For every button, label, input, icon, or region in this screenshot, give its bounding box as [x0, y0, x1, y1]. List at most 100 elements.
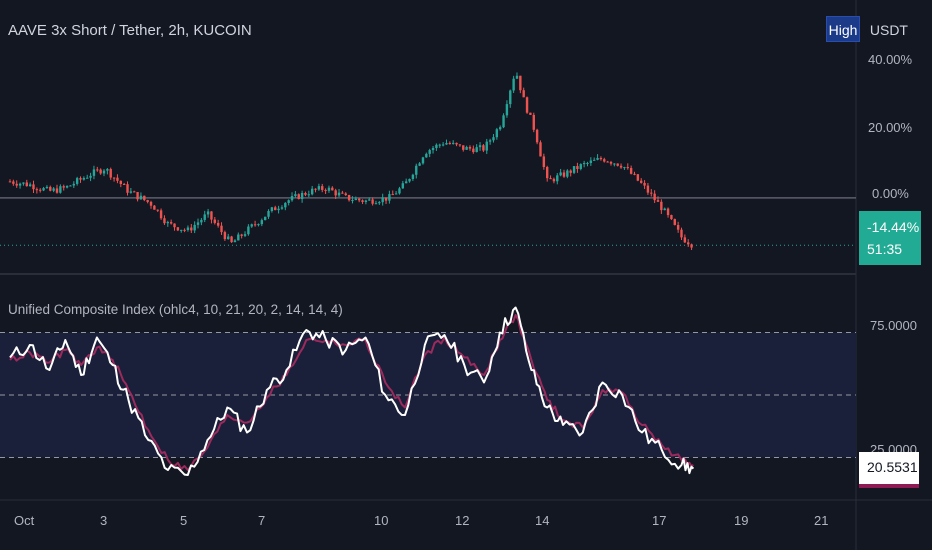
candle-body[interactable]: [8, 181, 12, 183]
candle-body[interactable]: [660, 201, 663, 211]
candle-body[interactable]: [613, 163, 616, 165]
candle-body[interactable]: [687, 242, 690, 245]
candle-body[interactable]: [451, 142, 455, 144]
candle-body[interactable]: [680, 229, 683, 238]
candle-body[interactable]: [284, 202, 287, 208]
candle-body[interactable]: [210, 211, 213, 220]
candle-body[interactable]: [287, 200, 290, 203]
candle-body[interactable]: [186, 227, 190, 231]
candle-body[interactable]: [529, 112, 532, 115]
candle-body[interactable]: [525, 97, 529, 113]
candle-body[interactable]: [673, 219, 676, 225]
candle-body[interactable]: [650, 192, 653, 194]
candle-body[interactable]: [357, 198, 361, 201]
candle-body[interactable]: [599, 158, 603, 160]
candle-body[interactable]: [109, 169, 112, 178]
candle-body[interactable]: [603, 159, 606, 162]
candle-body[interactable]: [408, 178, 411, 182]
candle-body[interactable]: [55, 188, 59, 193]
candle-body[interactable]: [344, 193, 347, 196]
candle-body[interactable]: [398, 188, 401, 194]
candle-body[interactable]: [310, 188, 314, 195]
candle-body[interactable]: [646, 185, 650, 193]
candle-body[interactable]: [683, 237, 687, 243]
candle-body[interactable]: [227, 236, 230, 240]
candle-body[interactable]: [428, 150, 431, 154]
candle-body[interactable]: [277, 208, 280, 211]
candle-body[interactable]: [559, 172, 562, 176]
candle-body[interactable]: [32, 184, 35, 190]
indicator-series[interactable]: [9, 306, 695, 476]
candle-body[interactable]: [485, 141, 488, 151]
candle-body[interactable]: [690, 244, 693, 248]
candle-body[interactable]: [304, 192, 307, 195]
candle-body[interactable]: [12, 181, 15, 184]
candle-body[interactable]: [676, 224, 680, 230]
candle-body[interactable]: [243, 234, 247, 236]
candle-body[interactable]: [666, 208, 670, 216]
candle-body[interactable]: [149, 201, 153, 206]
candle-body[interactable]: [593, 159, 596, 161]
candle-body[interactable]: [216, 222, 220, 226]
candle-body[interactable]: [126, 184, 129, 193]
candle-body[interactable]: [173, 223, 176, 228]
candle-body[interactable]: [136, 192, 139, 200]
candle-body[interactable]: [361, 200, 364, 202]
candle-body[interactable]: [35, 189, 39, 191]
candle-body[interactable]: [69, 185, 72, 187]
candle-body[interactable]: [629, 168, 633, 174]
candle-body[interactable]: [458, 144, 462, 146]
candle-body[interactable]: [28, 184, 32, 187]
candle-body[interactable]: [475, 147, 478, 153]
candle-body[interactable]: [415, 165, 418, 175]
candle-body[interactable]: [465, 146, 468, 150]
candle-body[interactable]: [230, 236, 233, 243]
candle-body[interactable]: [193, 224, 196, 231]
candle-body[interactable]: [294, 194, 297, 197]
candle-body[interactable]: [200, 219, 203, 223]
candle-body[interactable]: [364, 200, 368, 202]
candle-body[interactable]: [670, 215, 673, 220]
candle-body[interactable]: [384, 197, 388, 201]
candle-body[interactable]: [257, 224, 260, 226]
currency-label[interactable]: USDT: [869, 22, 908, 38]
candle-body[interactable]: [96, 169, 99, 171]
candle-body[interactable]: [351, 200, 354, 202]
candle-body[interactable]: [388, 194, 391, 201]
candle-body[interactable]: [270, 207, 274, 211]
candle-body[interactable]: [549, 178, 552, 180]
candle-body[interactable]: [133, 191, 136, 193]
candle-body[interactable]: [546, 167, 549, 179]
candle-body[interactable]: [535, 129, 539, 143]
candle-body[interactable]: [572, 166, 576, 173]
candle-body[interactable]: [488, 140, 492, 142]
candle-body[interactable]: [331, 187, 334, 191]
high-price-button[interactable]: High: [826, 16, 860, 42]
candle-body[interactable]: [139, 195, 143, 200]
candle-body[interactable]: [653, 193, 656, 201]
candle-body[interactable]: [552, 178, 556, 182]
candle-body[interactable]: [556, 175, 559, 182]
candle-body[interactable]: [25, 182, 28, 187]
candle-body[interactable]: [512, 78, 515, 91]
candle-body[interactable]: [52, 188, 55, 191]
candle-body[interactable]: [163, 218, 166, 224]
candle-body[interactable]: [102, 170, 106, 174]
candle-body[interactable]: [122, 184, 126, 186]
candle-body[interactable]: [619, 165, 623, 168]
candle-body[interactable]: [640, 180, 643, 183]
candle-body[interactable]: [42, 188, 45, 191]
candle-body[interactable]: [59, 186, 62, 193]
candle-body[interactable]: [495, 129, 499, 138]
candle-body[interactable]: [562, 172, 566, 177]
price-series[interactable]: [8, 72, 693, 251]
candle-body[interactable]: [324, 189, 327, 191]
candle-body[interactable]: [482, 145, 485, 151]
candle-body[interactable]: [75, 178, 79, 184]
candle-body[interactable]: [223, 232, 227, 240]
candle-body[interactable]: [116, 177, 119, 181]
candle-body[interactable]: [334, 190, 337, 196]
candle-body[interactable]: [183, 229, 186, 231]
